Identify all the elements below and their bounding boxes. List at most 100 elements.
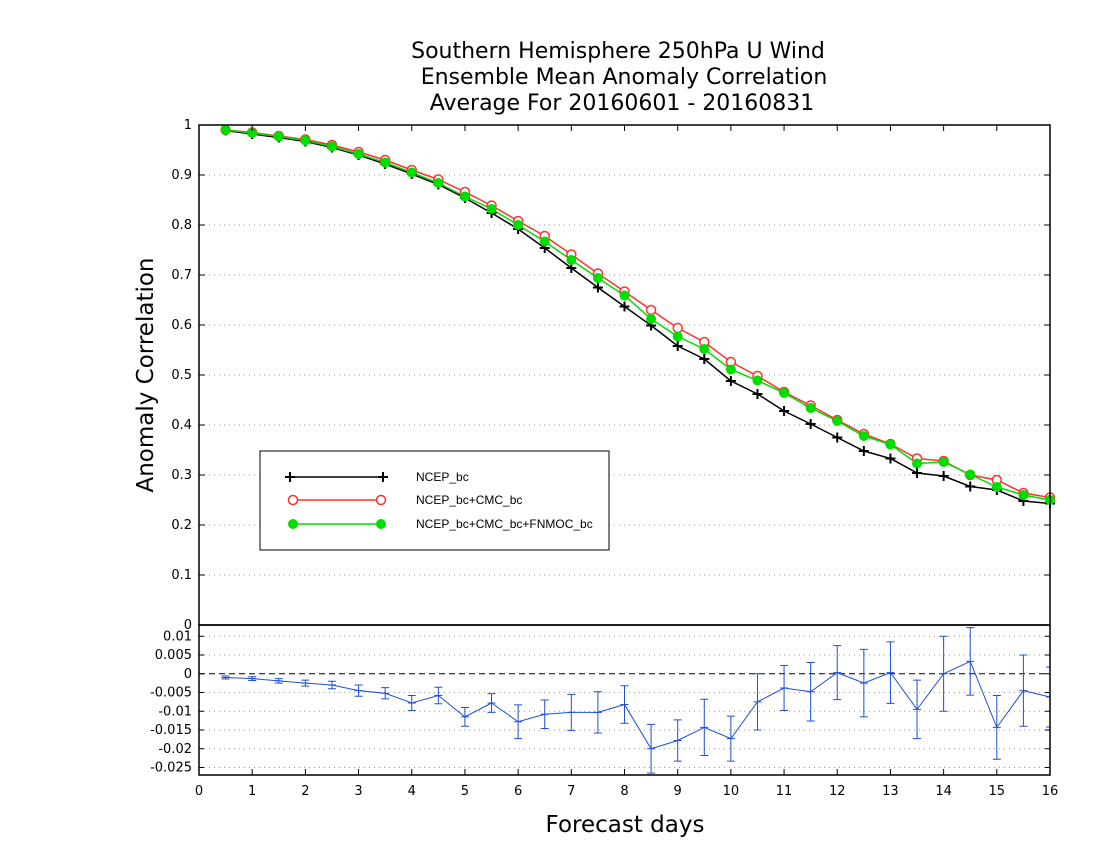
- x-tick-label: 7: [567, 784, 575, 799]
- main-y-tick-label: 1: [184, 118, 192, 133]
- series-point-ncep-cmc-fnmoc: [991, 482, 1002, 492]
- main-y-tick-label: 0.5: [171, 368, 192, 383]
- x-tick-label: 9: [674, 784, 682, 799]
- series-point-ncep-cmc-fnmoc: [486, 204, 497, 214]
- series-point-ncep-bc: [805, 419, 816, 429]
- difference-error-bar: [354, 684, 363, 697]
- difference-error-bar: [700, 698, 709, 756]
- difference-error-bar: [620, 685, 629, 724]
- difference-error-bar: [806, 662, 815, 722]
- difference-y-ticks: 0.01 0.005 0 -0.005 -0.01 -0.015 -0.02 -0.025: [150, 629, 1050, 776]
- series-point-ncep-bc: [885, 453, 896, 464]
- main-y-tick-label: 0.8: [171, 218, 192, 233]
- series-point-ncep-cmc: [672, 322, 683, 334]
- legend: NCEP_bc NCEP_bc+CMC_bc NCEP_bc+CMC_bc+FN…: [259, 450, 610, 551]
- series-point-ncep-bc: [725, 376, 736, 386]
- main-y-tick-label: 0.6: [171, 318, 192, 333]
- series-point-ncep-cmc-fnmoc: [406, 167, 417, 178]
- difference-error-bar: [1019, 654, 1028, 727]
- series-point-ncep-cmc-fnmoc: [539, 236, 550, 247]
- difference-error-bar: [886, 641, 895, 704]
- main-y-tick-label: 0.1: [171, 568, 192, 583]
- y-axis-title: Anomaly Correlation: [133, 257, 159, 492]
- difference-y-tick-label: 0: [184, 667, 192, 682]
- difference-error-bar: [434, 686, 443, 705]
- series-point-ncep-bc: [832, 432, 843, 443]
- difference-error-bar: [859, 648, 868, 718]
- series-line-1: [225, 129, 1051, 499]
- main-plot-series: [220, 124, 1056, 509]
- x-tick-label: 15: [989, 784, 1006, 799]
- difference-error-bar: [248, 676, 257, 681]
- series-point-ncep-cmc-fnmoc: [832, 416, 843, 426]
- difference-error-bar: [514, 704, 523, 740]
- legend-label-ncep-bc: NCEP_bc: [416, 470, 469, 484]
- main-y-tick-label: 0.9: [171, 168, 192, 183]
- series-point-ncep-cmc-fnmoc: [592, 273, 603, 283]
- difference-error-bar: [327, 680, 336, 690]
- difference-error-bar: [221, 675, 230, 680]
- series-point-ncep-cmc-fnmoc: [326, 141, 337, 152]
- series-point-ncep-cmc-fnmoc: [912, 458, 923, 469]
- legend-label-ncep-cmc: NCEP_bc+CMC_bc: [416, 493, 522, 507]
- series-point-ncep-bc: [752, 389, 763, 399]
- difference-y-tick-label: 0.005: [155, 648, 192, 663]
- series-point-ncep-bc: [858, 446, 869, 456]
- difference-error-bar: [460, 707, 469, 727]
- difference-y-tick-label: -0.015: [150, 723, 192, 738]
- series-point-ncep-bc: [619, 301, 630, 312]
- x-tick-label: 0: [195, 784, 203, 799]
- x-tick-label: 8: [620, 784, 628, 799]
- x-tick-label: 12: [829, 784, 846, 799]
- difference-error-bar: [487, 693, 496, 713]
- difference-error-bar: [647, 723, 656, 774]
- x-tick-label: 6: [514, 784, 522, 799]
- series-point-ncep-bc: [699, 354, 710, 364]
- series-point-ncep-cmc-fnmoc: [459, 191, 470, 202]
- series-point-ncep-cmc-fnmoc: [938, 457, 949, 467]
- difference-error-bar: [381, 687, 390, 700]
- series-point-ncep-cmc-fnmoc: [885, 439, 896, 450]
- difference-y-tick-label: -0.01: [158, 704, 192, 719]
- series-point-ncep-cmc-fnmoc: [353, 149, 364, 159]
- main-y-tick-label: 0.2: [171, 518, 192, 533]
- main-y-tick-label: 0.3: [171, 468, 192, 483]
- title-line-3: Average For 20160601 - 20160831: [430, 91, 815, 116]
- legend-label-ncep-cmc-fnmoc: NCEP_bc+CMC_bc+FNMOC_bc: [416, 517, 593, 531]
- main-y-tick-label: 0.4: [171, 418, 192, 433]
- series-point-ncep-cmc-fnmoc: [247, 128, 258, 138]
- series-point-ncep-cmc-fnmoc: [699, 344, 710, 354]
- chart-title: Southern Hemisphere 250hPa U Wind Ensemb…: [411, 39, 827, 116]
- x-tick-label: 14: [935, 784, 952, 799]
- series-line-0: [225, 129, 1051, 505]
- main-y-tick-label: 0.7: [171, 268, 192, 283]
- series-point-ncep-cmc-fnmoc: [672, 331, 683, 342]
- difference-error-bar: [274, 678, 283, 684]
- series-point-ncep-cmc-fnmoc: [300, 135, 311, 146]
- series-point-ncep-cmc-fnmoc: [220, 125, 231, 135]
- legend-marker-ncep-cmc-fnmoc-filled-circle-icon: [288, 519, 298, 529]
- series-point-ncep-cmc-fnmoc: [779, 388, 790, 398]
- difference-series-group: [221, 627, 1050, 774]
- series-point-ncep-bc: [965, 481, 976, 492]
- title-line-2: Ensemble Mean Anomaly Correlation: [421, 65, 828, 90]
- series-point-ncep-bc: [912, 468, 923, 478]
- difference-error-bar: [939, 635, 948, 712]
- difference-error-bar: [833, 645, 842, 701]
- series-point-ncep-cmc-fnmoc: [858, 431, 869, 441]
- series-point-ncep-cmc-fnmoc: [380, 157, 391, 168]
- series-point-ncep-cmc-fnmoc: [965, 469, 976, 480]
- series-point-ncep-cmc-fnmoc: [752, 375, 763, 386]
- difference-error-bar: [407, 695, 416, 711]
- x-tick-label: 5: [461, 784, 469, 799]
- difference-error-bar: [913, 679, 922, 740]
- difference-error-bar: [992, 695, 1001, 760]
- difference-error-bar: [540, 699, 549, 729]
- difference-error-bar: [567, 693, 576, 731]
- main-plot-gridlines: [199, 174, 1050, 576]
- main-y-ticks: 0 0.1 0.2 0.3 0.4 0.5 0.6 0.7 0.8 0.9 1: [171, 118, 1050, 633]
- title-line-1: Southern Hemisphere 250hPa U Wind: [411, 39, 825, 64]
- x-tick-label: 10: [723, 784, 740, 799]
- x-tick-label: 11: [776, 784, 793, 799]
- series-point-ncep-cmc-fnmoc: [513, 220, 524, 230]
